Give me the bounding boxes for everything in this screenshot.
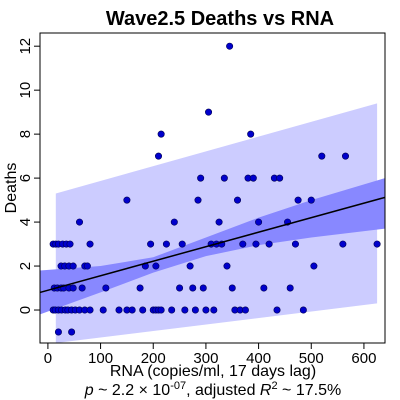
data-point xyxy=(99,306,107,314)
data-point xyxy=(299,306,307,314)
data-point xyxy=(157,306,165,314)
data-point xyxy=(239,240,247,248)
caption-r2-text: , adjusted xyxy=(186,382,260,399)
data-point xyxy=(252,240,260,248)
regression-line xyxy=(39,196,386,294)
y-axis: 0 2 4 6 8 10 12 xyxy=(17,38,41,314)
caption-r2-symbol: R xyxy=(260,382,272,399)
data-point xyxy=(54,328,62,336)
data-point xyxy=(157,130,165,138)
plot-area xyxy=(39,42,386,343)
data-point xyxy=(291,240,299,248)
caption-p-exponent: -07 xyxy=(170,380,186,392)
data-point xyxy=(128,306,136,314)
x-tick-label: 200 xyxy=(141,350,166,367)
data-point xyxy=(199,284,207,292)
y-tick-label: 12 xyxy=(17,38,34,55)
data-point xyxy=(276,174,284,182)
y-tick-label: 2 xyxy=(17,262,34,270)
data-point xyxy=(286,284,294,292)
x-tick-label: 500 xyxy=(299,350,324,367)
x-axis-label: RNA (copies/ml, 17 days lag) xyxy=(110,363,316,380)
x-tick-label: 400 xyxy=(246,350,271,367)
data-point xyxy=(373,240,381,248)
data-point xyxy=(136,284,144,292)
y-tick-label: 6 xyxy=(17,174,34,182)
data-point xyxy=(194,196,202,204)
x-tick-label: 300 xyxy=(193,350,218,367)
y-tick-label: 0 xyxy=(17,306,34,314)
data-point xyxy=(202,306,210,314)
data-point xyxy=(123,196,131,204)
data-point xyxy=(247,130,255,138)
data-point xyxy=(152,262,160,270)
data-point xyxy=(241,306,249,314)
caption-p-symbol: p xyxy=(84,382,94,399)
data-point xyxy=(181,306,189,314)
data-point xyxy=(310,262,318,270)
data-point xyxy=(155,152,163,160)
data-point xyxy=(307,196,315,204)
data-point xyxy=(66,240,74,248)
data-point xyxy=(102,284,110,292)
data-point xyxy=(234,196,242,204)
x-tick-label: 600 xyxy=(351,350,376,367)
data-point xyxy=(197,174,205,182)
data-point xyxy=(69,262,77,270)
chart-title: Wave2.5 Deaths vs RNA xyxy=(106,8,334,30)
data-point xyxy=(228,284,236,292)
data-point xyxy=(249,174,257,182)
data-point xyxy=(69,284,77,292)
y-tick-label: 4 xyxy=(17,218,34,226)
x-tick-label: 100 xyxy=(88,350,113,367)
data-point xyxy=(186,262,194,270)
data-point xyxy=(273,306,281,314)
data-point xyxy=(220,174,228,182)
data-point xyxy=(162,240,170,248)
data-point xyxy=(318,152,326,160)
data-point xyxy=(210,306,218,314)
data-point xyxy=(76,218,84,226)
data-point xyxy=(215,218,223,226)
data-point xyxy=(168,306,176,314)
y-tick-label: 8 xyxy=(17,130,34,138)
data-point xyxy=(189,284,197,292)
caption-p-text: ~ 2.2 × 10 xyxy=(94,382,171,399)
data-point xyxy=(86,306,94,314)
stats-caption: p ~ 2.2 × 10-07, adjusted R2 ~ 17.5% xyxy=(84,380,341,399)
data-point xyxy=(191,306,199,314)
data-point xyxy=(68,328,76,336)
x-tick-label: 0 xyxy=(44,350,52,367)
data-point xyxy=(78,284,86,292)
data-point xyxy=(176,284,184,292)
data-points xyxy=(49,42,381,336)
data-point xyxy=(83,262,91,270)
data-point xyxy=(341,152,349,160)
data-point xyxy=(265,240,273,248)
data-point xyxy=(86,240,94,248)
caption-r2-value: ~ 17.5% xyxy=(278,382,342,399)
x-axis: 0 100 200 300 400 500 600 xyxy=(44,342,376,367)
data-point xyxy=(139,306,147,314)
data-point xyxy=(205,108,213,116)
y-axis-label: Deaths xyxy=(3,163,20,214)
data-point xyxy=(115,306,123,314)
data-point xyxy=(223,262,231,270)
data-point xyxy=(260,284,268,292)
data-point xyxy=(255,218,263,226)
data-point xyxy=(294,196,302,204)
data-point xyxy=(178,240,186,248)
caption-r2-exponent: 2 xyxy=(271,380,277,392)
data-point xyxy=(226,42,234,50)
data-point xyxy=(339,240,347,248)
y-tick-label: 10 xyxy=(17,82,34,99)
data-point xyxy=(170,218,178,226)
data-point xyxy=(147,240,155,248)
